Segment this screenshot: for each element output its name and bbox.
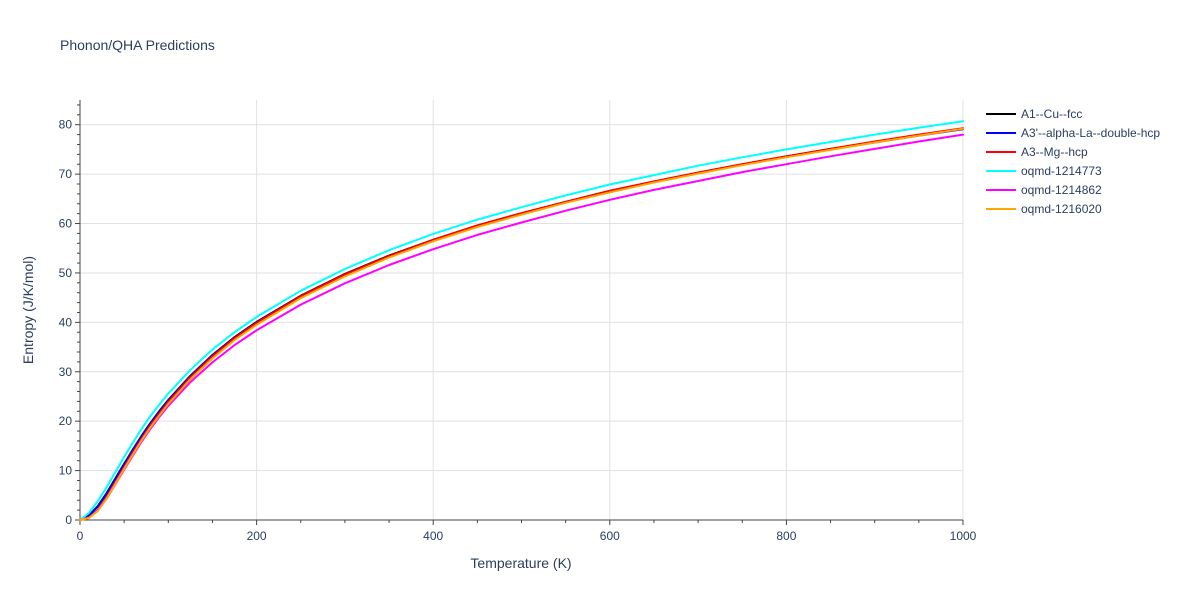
x-axis-title: Temperature (K) [470, 555, 571, 571]
legend-item[interactable]: A3--Mg--hcp [986, 145, 1088, 159]
y-tick-label: 50 [59, 266, 73, 280]
plot-area [79, 120, 964, 521]
grid [80, 100, 964, 520]
legend-item[interactable]: oqmd-1214773 [986, 164, 1102, 178]
series-line-oqmd-1214773 [79, 120, 964, 521]
axes [75, 100, 964, 525]
y-tick-label: 80 [59, 118, 73, 132]
y-tick-label: 60 [59, 217, 73, 231]
chart-title: Phonon/QHA Predictions [60, 37, 215, 53]
legend[interactable]: A1--Cu--fcc A3'--alpha-La--double-hcp A3--… [986, 107, 1160, 216]
y-axis-title: Entropy (J/K/mol) [20, 256, 36, 364]
legend-label: oqmd-1216020 [1021, 202, 1102, 216]
x-tick-label: 0 [77, 529, 84, 543]
x-tick-label: 200 [247, 529, 267, 543]
tick-labels: 0 200 400 600 800 1000 0 10 20 30 40 50 60 70 80 [59, 118, 977, 543]
x-tick-label: 600 [600, 529, 620, 543]
legend-label: oqmd-1214862 [1021, 183, 1102, 197]
y-tick-label: 10 [59, 464, 73, 478]
legend-item[interactable]: oqmd-1214862 [986, 183, 1102, 197]
y-tick-label: 0 [65, 513, 72, 527]
x-tick-label: 1000 [950, 529, 977, 543]
x-tick-label: 400 [423, 529, 443, 543]
y-tick-label: 20 [59, 414, 73, 428]
legend-item[interactable]: A1--Cu--fcc [986, 107, 1082, 121]
y-tick-label: 40 [59, 315, 73, 329]
legend-label: A3'--alpha-La--double-hcp [1021, 126, 1160, 140]
series-line-oqmd-1216020 [79, 127, 964, 521]
legend-label: A1--Cu--fcc [1021, 107, 1082, 121]
legend-item[interactable]: oqmd-1216020 [986, 202, 1102, 216]
x-tick-label: 800 [776, 529, 796, 543]
legend-item[interactable]: A3'--alpha-La--double-hcp [986, 126, 1160, 140]
y-tick-label: 70 [59, 167, 73, 181]
legend-label: oqmd-1214773 [1021, 164, 1102, 178]
y-tick-label: 30 [59, 365, 73, 379]
legend-label: A3--Mg--hcp [1021, 145, 1088, 159]
